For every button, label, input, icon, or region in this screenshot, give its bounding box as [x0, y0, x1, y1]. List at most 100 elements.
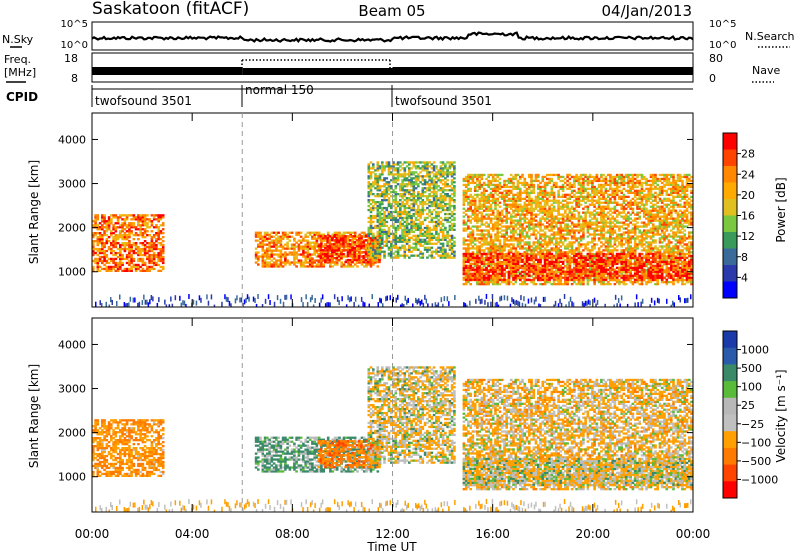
power-pixel: [464, 269, 468, 272]
power-pixel: [480, 211, 484, 214]
power-pixel: [385, 232, 389, 235]
power-pixel: [403, 234, 407, 237]
power-pixel: [107, 245, 111, 249]
power-pixel: [324, 255, 327, 258]
power-pixel: [378, 165, 382, 168]
power-pixel: [128, 269, 131, 272]
power-pixel: [525, 213, 529, 216]
power-pixel: [333, 260, 336, 264]
power-pixel: [385, 236, 389, 239]
power-pixel: [441, 201, 445, 204]
power-pixel: [116, 220, 120, 223]
power-pixel: [597, 207, 601, 210]
power-pixel: [498, 227, 502, 230]
power-pixel: [385, 216, 389, 220]
power-pixel: [342, 243, 345, 246]
power-pixel: [270, 253, 274, 256]
power-pixel: [491, 173, 495, 177]
power-pixel: [114, 251, 118, 255]
power-pixel: [363, 231, 366, 234]
power-pixel: [591, 211, 594, 214]
power-pixel: [125, 242, 129, 245]
power-pixel: [505, 231, 508, 234]
power-pixel: [112, 253, 115, 257]
power-pixel: [448, 256, 452, 259]
power-pixel: [579, 225, 583, 228]
power-pixel: [306, 235, 310, 238]
power-pixel: [123, 242, 127, 245]
power-pixel: [480, 177, 484, 181]
power-pixel: [396, 240, 400, 243]
power-pixel: [315, 245, 319, 248]
power-pixel: [116, 234, 120, 237]
power-pixel: [98, 238, 102, 241]
power-pixel: [392, 222, 395, 226]
power-pixel: [491, 179, 495, 183]
power-pixel: [272, 257, 276, 260]
power-pixel: [532, 249, 536, 252]
power-pixel: [494, 183, 497, 187]
power-pixel: [324, 249, 328, 252]
power-pixel: [405, 242, 409, 245]
power-pixel: [134, 226, 138, 229]
power-pixel: [143, 236, 147, 239]
power-pixel: [444, 216, 447, 220]
power-pixel: [500, 229, 504, 232]
power-pixel: [509, 179, 513, 183]
power-pixel: [96, 263, 100, 267]
power-pixel: [559, 223, 563, 226]
power-pixel: [507, 263, 511, 266]
power-pixel: [539, 247, 542, 250]
power-pixel: [356, 255, 359, 258]
power-pixel: [555, 173, 558, 177]
power-pixel: [311, 257, 314, 260]
power-pixel: [428, 179, 431, 182]
power-pixel: [98, 265, 102, 269]
station-title: Saskatoon (fitACF): [92, 0, 249, 19]
power-pixel: [487, 197, 490, 200]
power-pixel: [270, 265, 274, 268]
power-pixel: [548, 209, 551, 212]
power-pixel: [340, 241, 343, 244]
power-pixel: [263, 255, 267, 258]
power-pixel: [157, 218, 160, 221]
power-pixel: [566, 225, 569, 228]
power-pixel: [559, 271, 563, 274]
power-pixel: [328, 243, 332, 246]
power-pixel: [419, 244, 422, 247]
power-pixel: [521, 175, 524, 179]
power-pixel: [480, 217, 484, 220]
power-pixel: [101, 226, 104, 229]
power-pixel: [509, 199, 513, 202]
power-pixel: [473, 211, 477, 214]
power-pixel: [335, 249, 338, 252]
power-pixel: [568, 269, 572, 272]
power-pixel: [582, 223, 585, 226]
power-pixel: [480, 193, 484, 196]
power-pixel: [494, 207, 497, 210]
power-pixel: [557, 195, 560, 198]
power-pixel: [369, 248, 373, 251]
power-pixel: [408, 183, 411, 186]
power-pixel: [139, 253, 142, 257]
power-pixel: [419, 161, 422, 164]
power-pixel: [530, 183, 533, 187]
power-pixel: [595, 243, 599, 246]
power-pixel: [428, 226, 431, 230]
power-pixel: [358, 249, 361, 252]
power-pixel: [593, 239, 596, 242]
power-pixel: [471, 239, 475, 242]
power-pixel: [157, 257, 160, 261]
power-pixel: [412, 208, 416, 212]
power-pixel: [519, 235, 522, 238]
power-pixel: [541, 185, 545, 189]
power-pixel: [564, 185, 567, 189]
power-pixel: [469, 227, 472, 230]
power-pixel: [525, 275, 529, 278]
power-pixel: [408, 214, 411, 218]
power-pixel: [295, 241, 298, 244]
power-pixel: [101, 218, 104, 221]
power-pixel: [103, 257, 106, 261]
power-pixel: [421, 240, 425, 243]
power-pixel: [432, 208, 436, 212]
